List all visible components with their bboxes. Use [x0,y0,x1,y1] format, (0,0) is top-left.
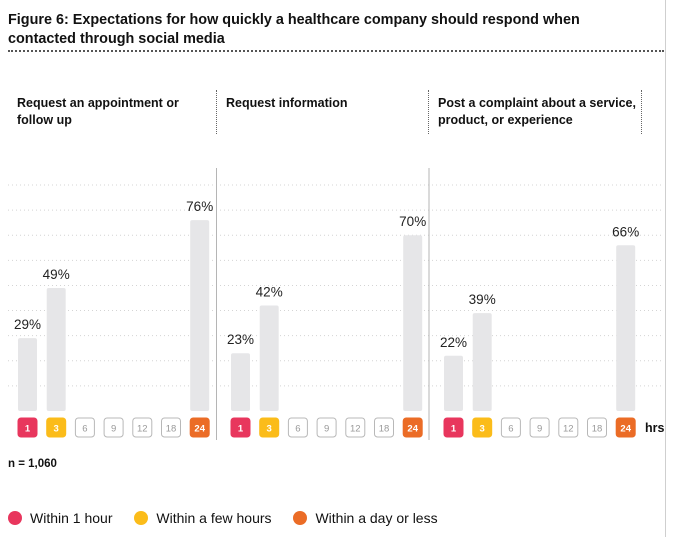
x-tick-badge [74,417,95,438]
x-tick-label: 6 [295,424,300,435]
data-label: 76% [186,199,213,214]
x-tick-label: 9 [537,424,542,435]
legend-label: Within 1 hour [30,510,113,526]
x-tick-badge [132,417,153,438]
x-tick-label: 12 [563,424,574,435]
x-tick-label: 3 [480,424,485,435]
x-tick-label: 9 [111,424,116,435]
title-divider [8,50,664,52]
legend-swatch [8,511,22,525]
bar [231,353,250,411]
bar [472,313,492,411]
panel-separator [641,90,642,134]
legend: Within 1 hour Within a few hours Within … [8,510,456,528]
data-label: 29% [14,317,41,332]
legend-swatch [134,511,149,525]
x-tick-badge [529,417,550,438]
x-tick-badge [374,417,394,438]
sample-size: n = 1,060 [8,458,57,470]
panel-separator [428,90,429,134]
data-label: 42% [256,285,283,300]
legend-item: Within a day or less [293,510,438,526]
x-axis-unit: hrs [645,421,665,435]
x-tick-badge [316,417,337,438]
x-tick-label: 9 [324,424,329,435]
x-tick-badge [103,417,124,438]
chart-title: Figure 6: Expectations for how quickly a… [8,12,580,47]
x-tick-badge [587,417,607,438]
x-tick-label: 6 [508,424,513,435]
panel-1-label: Request an appointment or follow up [17,96,179,127]
x-tick-badge [443,417,464,438]
legend-label: Within a few hours [156,510,272,526]
x-tick-label: 1 [451,424,457,435]
x-tick-badge [46,417,67,438]
x-tick-badge [472,417,493,438]
x-tick-badge [17,417,38,438]
x-tick-badge [500,417,521,438]
panel-2-label: Request information [226,96,348,110]
x-tick-badge [161,417,181,438]
legend-label: Within a day or less [315,510,438,526]
legend-swatch [293,511,308,525]
data-label: 22% [440,335,467,350]
bar [46,287,66,411]
x-tick-badge [558,417,579,438]
x-tick-badge [189,417,210,438]
x-tick-label: 24 [194,424,205,435]
legend-item: Within a few hours [134,510,272,526]
x-tick-label: 6 [82,424,87,435]
x-tick-label: 3 [54,424,59,435]
frame-border [665,0,666,537]
x-tick-label: 12 [350,424,361,435]
panel-separator [216,90,217,134]
bar [259,305,279,411]
x-tick-badge [287,417,308,438]
bar [444,355,463,411]
x-tick-label: 3 [267,424,272,435]
x-tick-badge [345,417,366,438]
x-tick-label: 18 [592,424,603,435]
legend-item: Within 1 hour [8,510,112,526]
x-tick-label: 1 [238,424,244,435]
bar [616,245,636,411]
x-tick-badge [259,417,280,438]
x-tick-label: 12 [137,424,148,435]
x-tick-label: 24 [407,424,418,435]
bar [403,235,423,411]
x-tick-label: 1 [25,424,31,435]
data-label: 70% [399,214,426,229]
x-tick-badge [230,417,251,438]
data-label: 23% [227,332,254,347]
bar [190,220,210,411]
data-label: 66% [612,224,639,239]
x-tick-badge [402,417,423,438]
x-tick-label: 18 [166,424,177,435]
data-label: 49% [43,267,70,282]
bar [18,338,37,411]
x-tick-label: 24 [620,424,631,435]
x-tick-label: 18 [379,424,390,435]
panel-3-label: Post a complaint about a service, produc… [438,96,636,127]
data-label: 39% [469,292,496,307]
x-tick-badge [615,417,636,438]
